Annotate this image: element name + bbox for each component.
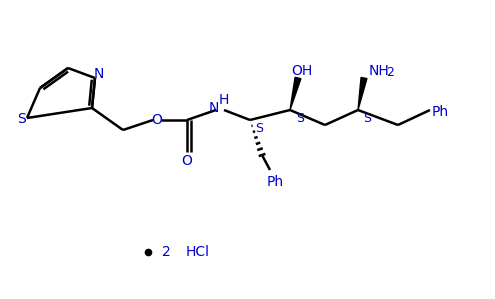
Text: 2: 2 (162, 245, 170, 259)
Text: N: N (94, 67, 104, 81)
Text: H: H (219, 93, 229, 107)
Text: Ph: Ph (266, 175, 284, 189)
Text: S: S (18, 112, 26, 126)
Text: S: S (296, 112, 304, 126)
Polygon shape (290, 77, 301, 110)
Text: NH: NH (369, 64, 390, 78)
Text: Ph: Ph (432, 105, 448, 119)
Polygon shape (358, 77, 367, 110)
Text: S: S (255, 123, 263, 135)
Text: 2: 2 (386, 65, 394, 79)
Text: O: O (151, 113, 162, 127)
Text: N: N (209, 101, 219, 115)
Text: HCl: HCl (186, 245, 210, 259)
Text: OH: OH (292, 64, 313, 78)
Text: O: O (182, 154, 193, 168)
Text: S: S (363, 112, 371, 126)
